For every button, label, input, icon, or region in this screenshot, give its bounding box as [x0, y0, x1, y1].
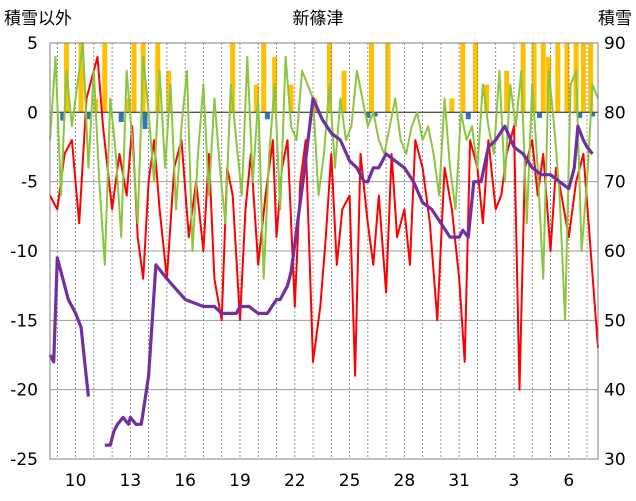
- left-tick-label: -25: [10, 450, 38, 470]
- bar: [78, 43, 84, 113]
- bar: [155, 43, 161, 113]
- left-tick-label: 5: [27, 34, 38, 54]
- bar: [590, 112, 596, 117]
- bar: [540, 43, 546, 113]
- x-tick-label: 25: [339, 471, 361, 491]
- bar: [142, 112, 148, 129]
- bar: [484, 84, 490, 113]
- bar: [264, 112, 270, 120]
- bar: [588, 43, 594, 113]
- bar: [449, 98, 455, 113]
- bar: [537, 112, 543, 118]
- bar: [368, 43, 374, 113]
- right-tick-label: 50: [604, 311, 626, 331]
- bar: [372, 112, 378, 117]
- left-tick-label: 0: [27, 103, 38, 123]
- bar: [326, 43, 332, 113]
- left-tick-label: -20: [10, 381, 38, 401]
- right-tick-label: 60: [604, 242, 626, 262]
- left-tick-label: -5: [21, 173, 38, 193]
- x-tick-label: 19: [229, 471, 251, 491]
- x-tick-label: 28: [394, 471, 416, 491]
- x-tick-label: 13: [120, 471, 142, 491]
- right-tick-label: 40: [604, 381, 626, 401]
- x-tick-label: 22: [284, 471, 306, 491]
- x-tick-label: 31: [448, 471, 470, 491]
- x-tick-label: 6: [563, 471, 574, 491]
- x-tick-label: 10: [65, 471, 87, 491]
- bar: [85, 112, 91, 120]
- right-tick-label: 80: [604, 103, 626, 123]
- bar: [118, 112, 124, 123]
- bar: [460, 43, 466, 113]
- x-tick-label: 16: [174, 471, 196, 491]
- bar: [504, 70, 510, 113]
- bar: [465, 112, 471, 120]
- bar: [166, 70, 172, 113]
- left-axis-title: 積雪以外: [4, 9, 72, 29]
- bar: [261, 43, 267, 113]
- bar: [253, 84, 259, 113]
- left-tick-label: -15: [10, 311, 38, 331]
- bar: [531, 43, 537, 113]
- bar: [473, 43, 479, 113]
- right-axis-title: 積雪: [598, 9, 632, 29]
- right-tick-label: 90: [604, 34, 626, 54]
- plot-frame: [49, 42, 599, 460]
- ticks-layer: 5 90 0 80 -5 70 -10 60 -15 50 -20 40 -25 30 10 13 16 19 22…: [10, 34, 625, 491]
- series-line: [48, 96, 594, 447]
- bar: [564, 43, 570, 113]
- bar: [385, 43, 391, 113]
- bar: [288, 84, 294, 113]
- left-tick-label: -10: [10, 242, 38, 262]
- bar: [577, 112, 583, 118]
- bar: [230, 43, 236, 113]
- chart-title: 新篠津: [293, 9, 344, 29]
- x-tick-label: 3: [509, 471, 520, 491]
- bar: [131, 43, 137, 113]
- right-tick-label: 30: [604, 450, 626, 470]
- bar: [555, 43, 561, 113]
- bar: [341, 70, 347, 113]
- bar: [580, 43, 586, 113]
- right-tick-label: 70: [604, 173, 626, 193]
- bar: [102, 43, 108, 113]
- bar: [520, 43, 526, 113]
- bar: [60, 112, 66, 121]
- series-line: [49, 42, 599, 322]
- series-layer: [48, 42, 599, 447]
